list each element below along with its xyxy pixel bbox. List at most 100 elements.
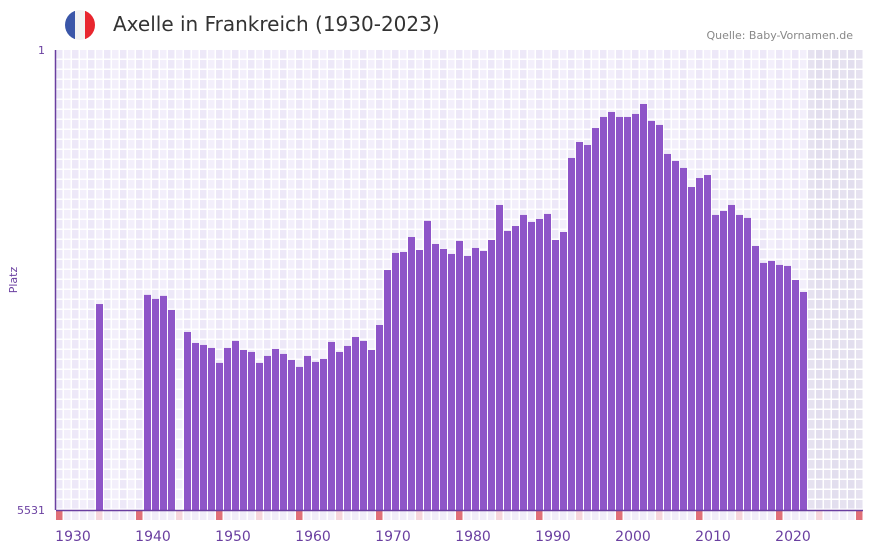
grid-cell: [832, 80, 839, 89]
grid-cell: [376, 250, 383, 259]
grid-cell: [832, 90, 839, 99]
grid-cell: [64, 360, 71, 369]
grid-cell: [160, 230, 167, 239]
grid-cell: [104, 50, 111, 59]
grid-cell: [856, 190, 863, 199]
grid-cell: [160, 180, 167, 189]
grid-cell: [672, 110, 679, 119]
grid-cell: [320, 210, 327, 219]
grid-cell: [592, 110, 599, 119]
grid-cell: [352, 250, 359, 259]
grid-cell: [696, 90, 703, 99]
grid-cell: [192, 130, 199, 139]
grid-cell: [608, 60, 615, 69]
grid-cell: [144, 290, 151, 299]
grid-cell: [288, 320, 295, 329]
grid-cell: [80, 180, 87, 189]
grid-cell: [848, 160, 855, 169]
grid-cell: [816, 260, 823, 269]
grid-cell: [432, 60, 439, 69]
grid-cell: [72, 280, 79, 289]
grid-cell: [208, 310, 215, 319]
grid-cell: [504, 200, 511, 209]
grid-cell: [352, 280, 359, 289]
grid-cell: [792, 240, 799, 249]
grid-cell: [432, 140, 439, 149]
grid-cell: [64, 400, 71, 409]
grid-cell: [760, 90, 767, 99]
grid-cell: [320, 180, 327, 189]
grid-cell: [288, 80, 295, 89]
grid-cell: [816, 130, 823, 139]
grid-cell: [328, 250, 335, 259]
grid-cell: [80, 220, 87, 229]
grid-cell: [280, 270, 287, 279]
grid-cell: [544, 90, 551, 99]
year-marker: [432, 511, 439, 520]
grid-cell: [784, 160, 791, 169]
grid-cell: [448, 220, 455, 229]
grid-cell: [352, 240, 359, 249]
grid-cell: [368, 120, 375, 129]
grid-cell: [224, 210, 231, 219]
grid-cell: [536, 110, 543, 119]
grid-cell: [216, 50, 223, 59]
grid-cell: [792, 60, 799, 69]
grid-cell: [312, 170, 319, 179]
grid-cell: [216, 200, 223, 209]
grid-cell: [408, 70, 415, 79]
grid-cell: [848, 380, 855, 389]
x-tick-label: 1940: [135, 529, 171, 545]
grid-cell: [832, 500, 839, 509]
grid-cell: [168, 280, 175, 289]
grid-cell: [688, 130, 695, 139]
grid-cell: [120, 400, 127, 409]
grid-cell: [728, 90, 735, 99]
grid-cell: [80, 360, 87, 369]
grid-cell: [384, 60, 391, 69]
grid-cell: [768, 110, 775, 119]
grid-cell: [64, 440, 71, 449]
grid-cell: [280, 220, 287, 229]
grid-cell: [344, 340, 351, 349]
grid-cell: [256, 50, 263, 59]
grid-cell: [160, 170, 167, 179]
grid-cell: [368, 320, 375, 329]
grid-cell: [328, 180, 335, 189]
grid-cell: [368, 340, 375, 349]
grid-cell: [808, 300, 815, 309]
grid-cell: [128, 170, 135, 179]
grid-cell: [200, 60, 207, 69]
grid-cell: [768, 120, 775, 129]
grid-cell: [792, 50, 799, 59]
grid-cell: [376, 80, 383, 89]
grid-cell: [560, 200, 567, 209]
grid-cell: [96, 60, 103, 69]
year-marker: [288, 511, 295, 520]
grid-cell: [400, 60, 407, 69]
grid-cell: [288, 140, 295, 149]
grid-cell: [304, 130, 311, 139]
grid-cell: [168, 50, 175, 59]
grid-cell: [80, 160, 87, 169]
grid-cell: [264, 310, 271, 319]
grid-cell: [808, 180, 815, 189]
year-marker: [680, 511, 687, 520]
grid-cell: [488, 70, 495, 79]
grid-cell: [96, 190, 103, 199]
year-marker: [640, 511, 647, 520]
grid-cell: [792, 260, 799, 269]
grid-cell: [264, 80, 271, 89]
grid-cell: [280, 100, 287, 109]
grid-cell: [816, 290, 823, 299]
grid-cell: [808, 370, 815, 379]
year-marker: [176, 511, 183, 520]
grid-cell: [56, 150, 63, 159]
grid-cell: [80, 230, 87, 239]
grid-cell: [448, 110, 455, 119]
grid-cell: [824, 290, 831, 299]
grid-cell: [208, 70, 215, 79]
grid-cell: [296, 310, 303, 319]
grid-cell: [152, 270, 159, 279]
grid-cell: [72, 200, 79, 209]
